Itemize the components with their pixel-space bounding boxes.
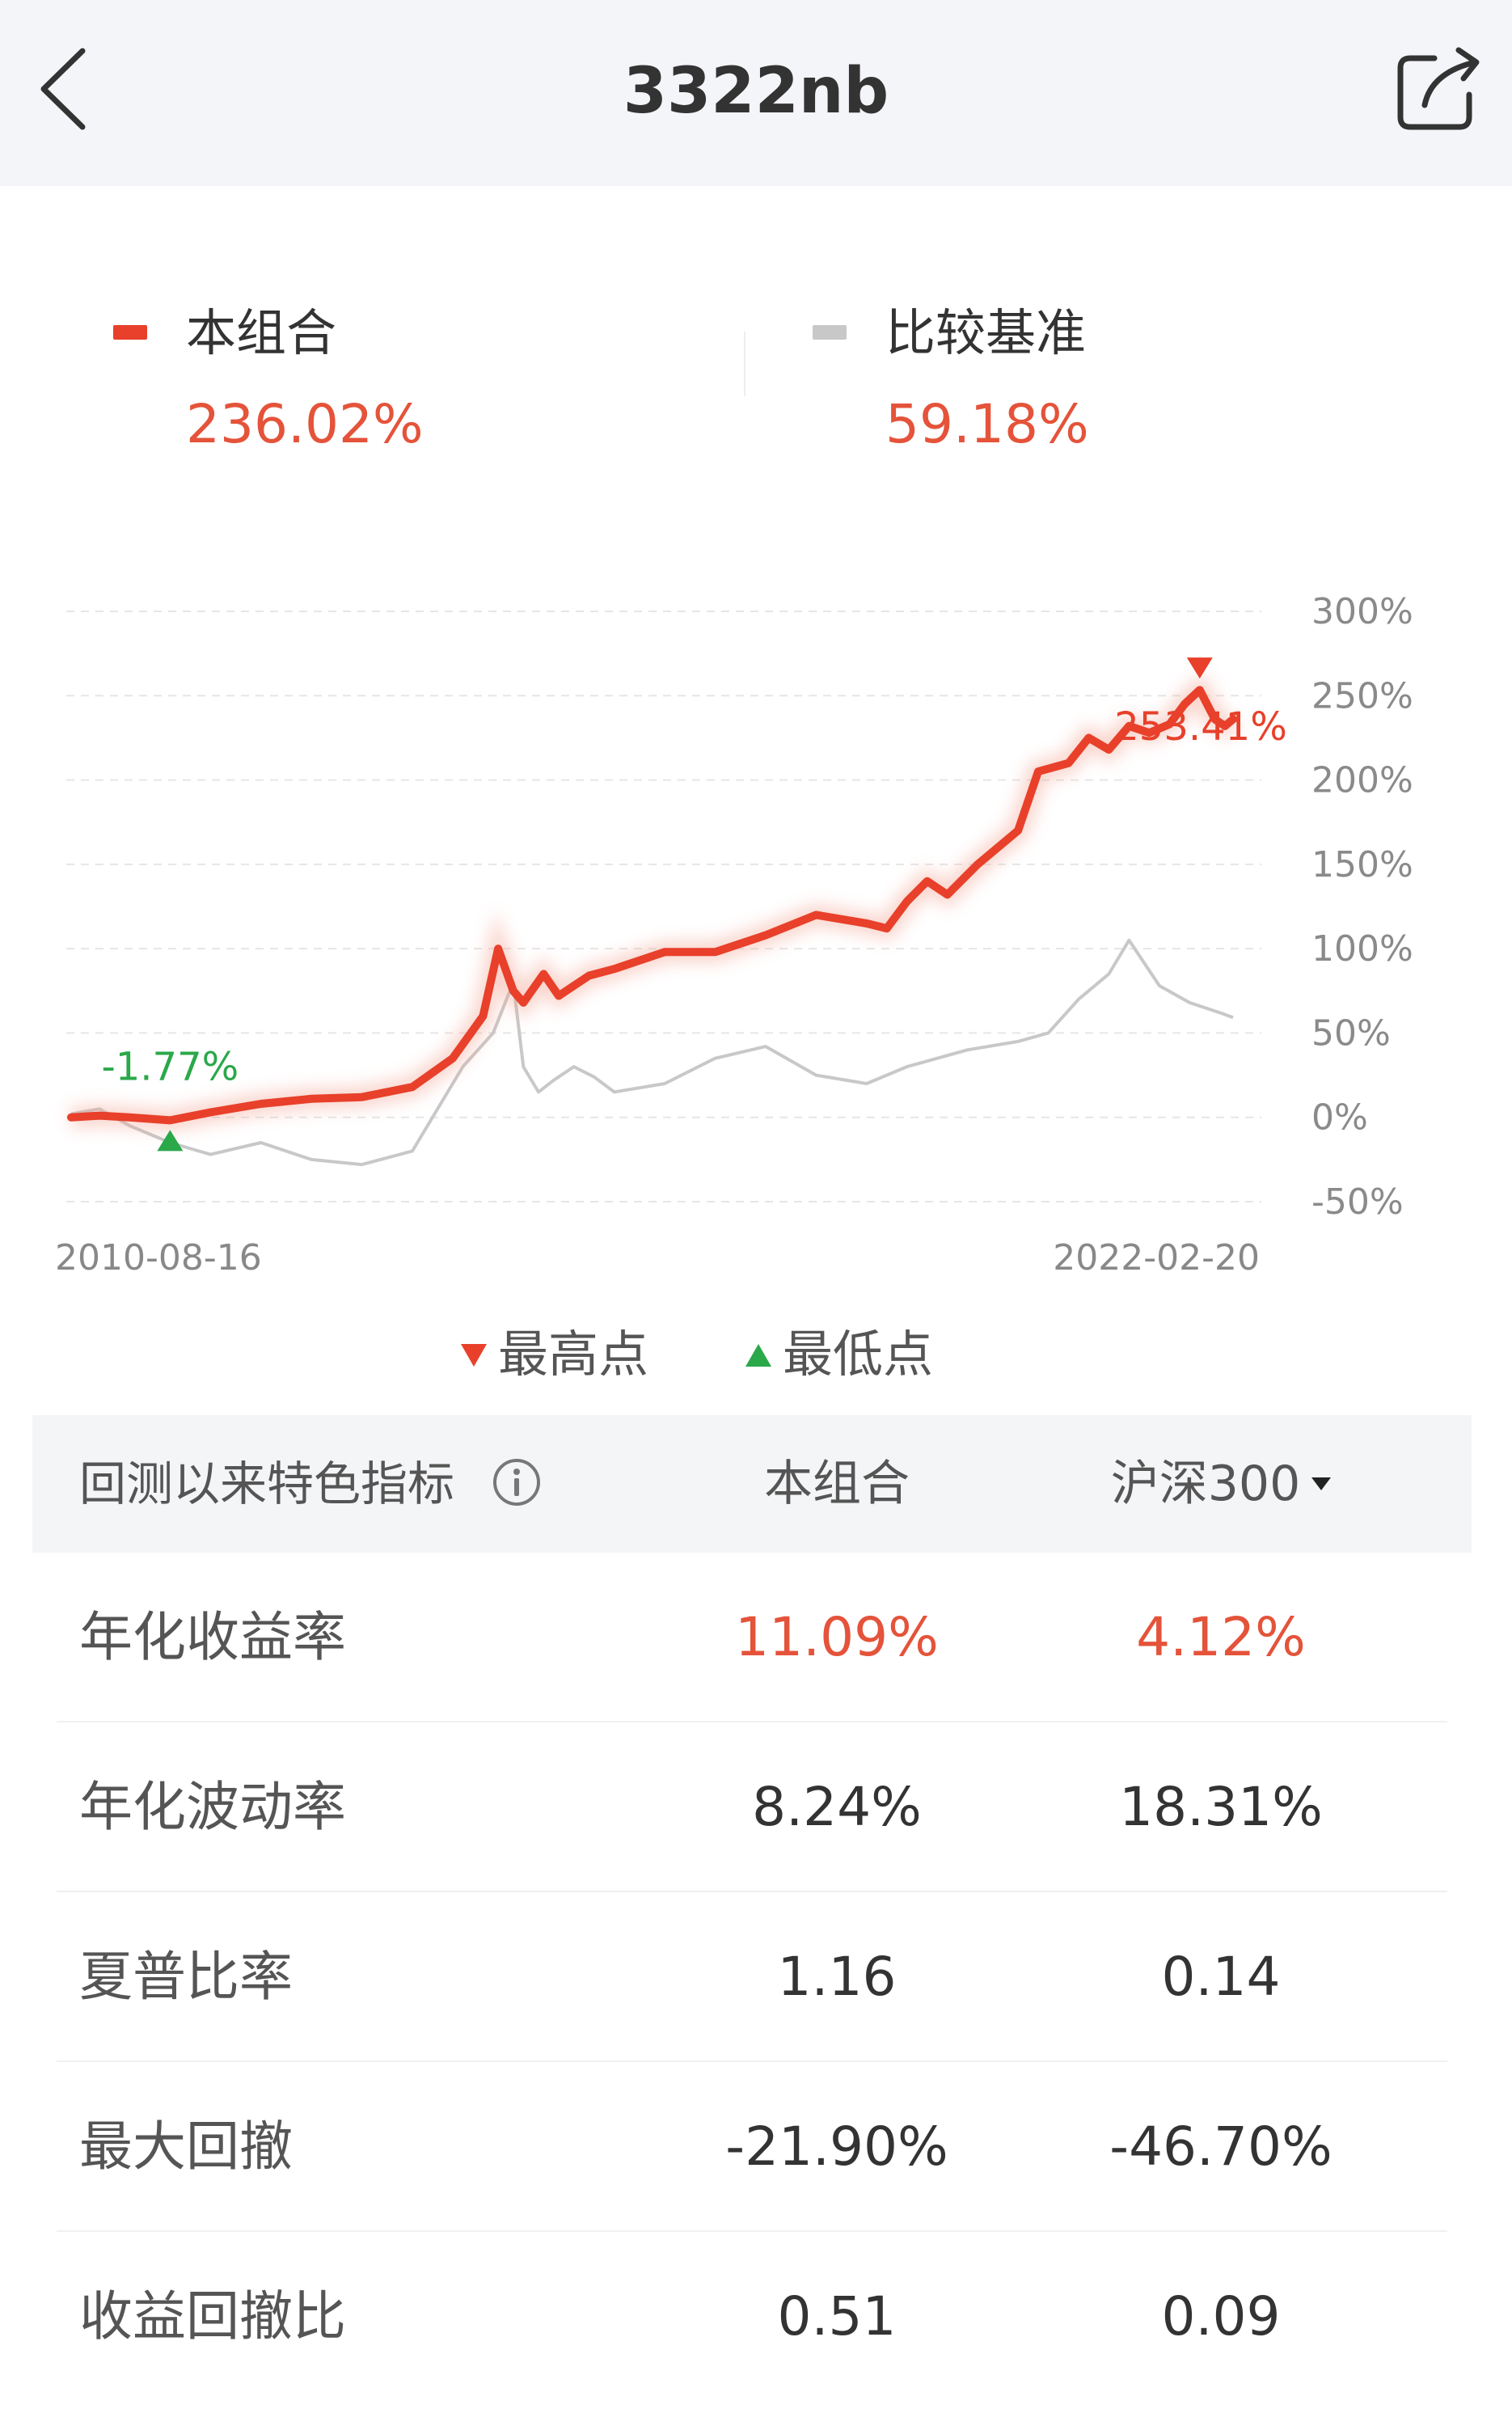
- return-chart[interactable]: 300% 250% 200% 150% 100% 50% 0% -50% 253.41% -1.…: [0, 558, 1512, 1286]
- benchmark-dropdown[interactable]: 沪深300: [1059, 1448, 1383, 1520]
- legend-benchmark-label: 比较基准: [885, 303, 1087, 362]
- legend-benchmark-value: 59.18%: [885, 393, 1089, 455]
- metric-benchmark-value: 18.31%: [1119, 1776, 1323, 1838]
- low-point-legend: 最低点: [745, 1318, 933, 1391]
- metric-benchmark-value: 0.14: [1161, 1946, 1281, 2008]
- high-point-label: 最高点: [498, 1325, 649, 1384]
- chevron-left-icon: [40, 48, 86, 130]
- column-benchmark: 沪深300: [1110, 1456, 1301, 1512]
- metric-label: 年化波动率: [79, 1776, 346, 1838]
- row-divider: [57, 1891, 1447, 1892]
- x-axis-end-label: 2022-02-20: [1053, 1237, 1260, 1278]
- chart-grid: [66, 611, 1261, 1202]
- performance-card: 本组合 236.02% 比较基准 59.18% 300% 250% 200% 150%…: [0, 186, 1512, 2409]
- chart-markers: 253.41% -1.77%: [101, 657, 1287, 1152]
- triangle-up-icon: [745, 1343, 771, 1367]
- metric-row: 年化波动率 8.24% 18.31%: [32, 1722, 1472, 1892]
- y-tick-label: 0%: [1311, 1097, 1368, 1139]
- metrics-header-label: 回测以来特色指标: [79, 1456, 455, 1511]
- row-divider: [57, 2230, 1447, 2232]
- y-tick-label: 100%: [1311, 928, 1413, 970]
- legend-benchmark[interactable]: 比较基准 59.18%: [813, 283, 1379, 469]
- x-axis-start-label: 2010-08-16: [55, 1237, 262, 1278]
- triangle-down-icon: [461, 1343, 487, 1367]
- high-point-value: 253.41%: [1114, 704, 1287, 750]
- metric-label: 收益回撤比: [79, 2285, 346, 2348]
- legend-portfolio[interactable]: 本组合 236.02%: [113, 283, 679, 469]
- y-tick-label: 300%: [1311, 591, 1413, 632]
- portfolio-series-line: [67, 686, 1237, 1125]
- metric-benchmark-value: 4.12%: [1136, 1606, 1306, 1668]
- y-tick-label: 250%: [1311, 675, 1413, 716]
- legend-divider: [744, 332, 745, 396]
- top-navigation-bar: 3322nb: [0, 0, 1512, 186]
- page-title: 3322nb: [623, 55, 889, 128]
- y-axis-ticks: 300% 250% 200% 150% 100% 50% 0% -50%: [1311, 591, 1413, 1223]
- y-tick-label: 200%: [1311, 760, 1413, 801]
- benchmark-series-line: [70, 938, 1234, 1167]
- legend-portfolio-value: 236.02%: [186, 393, 424, 455]
- info-icon[interactable]: [492, 1457, 542, 1507]
- share-button[interactable]: [1392, 42, 1485, 135]
- metric-portfolio-value: 11.09%: [735, 1606, 939, 1668]
- y-tick-label: 150%: [1311, 844, 1413, 885]
- low-point-value: -1.77%: [101, 1044, 239, 1089]
- portfolio-series-glow: [70, 672, 1240, 1131]
- metric-label: 夏普比率: [79, 1946, 293, 2008]
- high-point-marker: [1186, 657, 1213, 679]
- metric-portfolio-value: 0.51: [777, 2285, 897, 2348]
- low-point-marker: [157, 1130, 184, 1152]
- back-button[interactable]: [32, 44, 97, 133]
- metric-row: 最大回撤 -21.90% -46.70%: [32, 2062, 1472, 2232]
- metric-label: 最大回撤: [79, 2115, 293, 2178]
- metric-label: 年化收益率: [79, 1606, 346, 1668]
- metrics-table-header: 回测以来特色指标 本组合 沪深300: [32, 1415, 1472, 1553]
- caret-down-icon: [1311, 1477, 1332, 1491]
- metric-row: 年化收益率 11.09% 4.12%: [32, 1553, 1472, 1722]
- metric-benchmark-value: 0.09: [1161, 2285, 1281, 2348]
- portfolio-swatch: [113, 325, 147, 340]
- metric-row: 夏普比率 1.16 0.14: [32, 1892, 1472, 2062]
- share-icon: [1397, 47, 1480, 130]
- column-portfolio: 本组合: [764, 1456, 910, 1512]
- metric-row: 收益回撤比 0.51 0.09: [32, 2232, 1472, 2402]
- legend-portfolio-label: 本组合: [186, 303, 337, 362]
- metric-benchmark-value: -46.70%: [1109, 2115, 1333, 2178]
- benchmark-swatch: [813, 325, 847, 340]
- high-point-legend: 最高点: [461, 1318, 648, 1391]
- row-divider: [57, 1721, 1447, 1722]
- row-divider: [57, 2060, 1447, 2062]
- metric-portfolio-value: 8.24%: [752, 1776, 922, 1838]
- y-tick-label: -50%: [1311, 1181, 1404, 1223]
- chart-series: [67, 672, 1240, 1167]
- y-tick-label: 50%: [1311, 1012, 1391, 1054]
- metric-portfolio-value: 1.16: [777, 1946, 897, 2008]
- metric-portfolio-value: -21.90%: [725, 2115, 948, 2178]
- low-point-label: 最低点: [783, 1325, 934, 1384]
